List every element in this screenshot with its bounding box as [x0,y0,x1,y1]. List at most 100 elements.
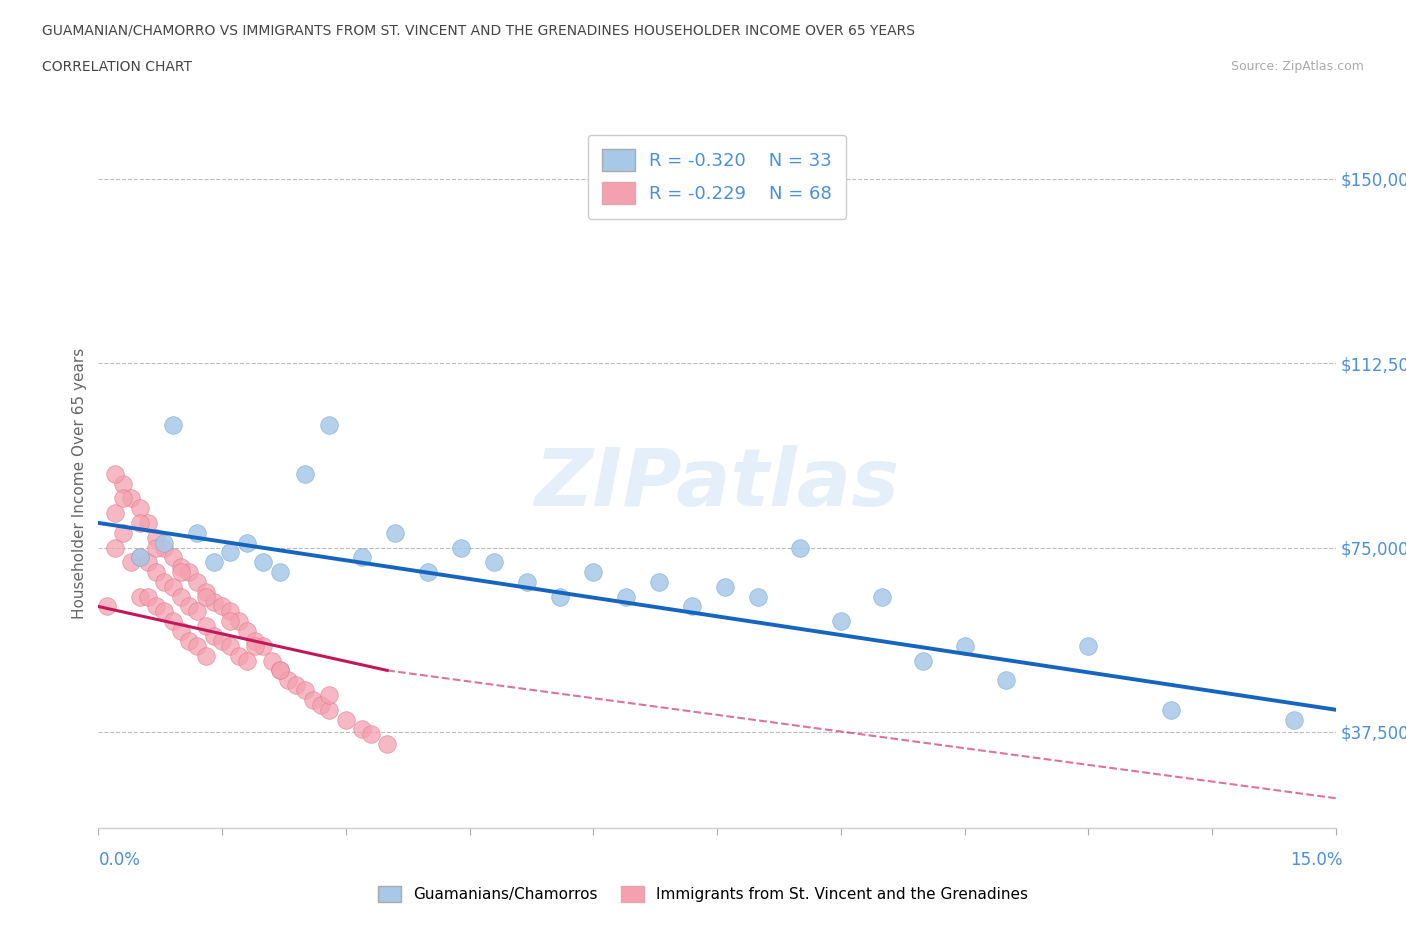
Point [145,565,167,579]
Point [352,722,374,737]
Legend: R = -0.320    N = 33, R = -0.229    N = 68: R = -0.320 N = 33, R = -0.229 N = 68 [588,135,846,219]
Point [294,466,316,481]
Point [1077,638,1099,653]
Point [186,638,208,653]
Point [145,540,167,555]
Point [179,633,201,648]
Point [145,599,167,614]
Point [136,590,159,604]
Point [145,530,167,545]
Point [186,604,208,618]
Point [104,506,127,521]
Point [994,672,1017,687]
Point [789,540,811,555]
Text: GUAMANIAN/CHAMORRO VS IMMIGRANTS FROM ST. VINCENT AND THE GRENADINES HOUSEHOLDER: GUAMANIAN/CHAMORRO VS IMMIGRANTS FROM ST… [42,23,915,37]
Point [236,653,259,668]
Point [202,555,225,570]
Point [194,648,217,663]
Point [236,535,259,550]
Point [136,555,159,570]
Point [211,633,233,648]
Point [128,515,150,530]
Point [870,590,893,604]
Point [104,540,127,555]
Point [194,584,217,599]
Point [582,565,605,579]
Point [128,590,150,604]
Legend: Guamanians/Chamorros, Immigrants from St. Vincent and the Grenadines: Guamanians/Chamorros, Immigrants from St… [373,880,1033,909]
Text: 15.0%: 15.0% [1291,851,1343,870]
Point [219,638,242,653]
Point [516,575,538,590]
Point [352,550,374,565]
Point [277,672,299,687]
Point [128,550,150,565]
Point [269,565,291,579]
Point [953,638,976,653]
Point [170,560,193,575]
Point [170,565,193,579]
Point [681,599,703,614]
Point [120,491,142,506]
Point [318,687,340,702]
Point [260,653,283,668]
Text: Source: ZipAtlas.com: Source: ZipAtlas.com [1230,60,1364,73]
Point [614,590,637,604]
Point [194,618,217,633]
Point [170,624,193,639]
Point [153,575,176,590]
Point [186,525,208,540]
Point [243,633,266,648]
Point [294,683,316,698]
Point [104,466,127,481]
Point [211,599,233,614]
Point [96,599,118,614]
Point [450,540,472,555]
Point [128,500,150,515]
Point [128,550,150,565]
Point [830,614,852,629]
Point [243,638,266,653]
Point [648,575,671,590]
Point [162,418,184,432]
Point [162,614,184,629]
Point [360,727,382,742]
Point [162,550,184,565]
Point [418,565,440,579]
Point [375,737,398,751]
Point [335,712,357,727]
Point [228,648,250,663]
Point [136,515,159,530]
Point [153,540,176,555]
Point [484,555,506,570]
Point [252,638,274,653]
Point [747,590,769,604]
Point [228,614,250,629]
Point [112,525,135,540]
Point [162,579,184,594]
Point [112,476,135,491]
Point [179,565,201,579]
Point [236,624,259,639]
Point [384,525,406,540]
Point [912,653,935,668]
Text: 0.0%: 0.0% [98,851,141,870]
Text: CORRELATION CHART: CORRELATION CHART [42,60,193,74]
Point [153,604,176,618]
Point [112,491,135,506]
Point [202,594,225,609]
Text: ZIPatlas: ZIPatlas [534,445,900,523]
Point [219,614,242,629]
Point [318,702,340,717]
Point [269,663,291,678]
Point [186,575,208,590]
Point [550,590,572,604]
Point [170,590,193,604]
Point [302,693,325,708]
Point [1284,712,1306,727]
Point [194,590,217,604]
Point [219,604,242,618]
Point [120,555,142,570]
Point [285,678,308,693]
Point [269,663,291,678]
